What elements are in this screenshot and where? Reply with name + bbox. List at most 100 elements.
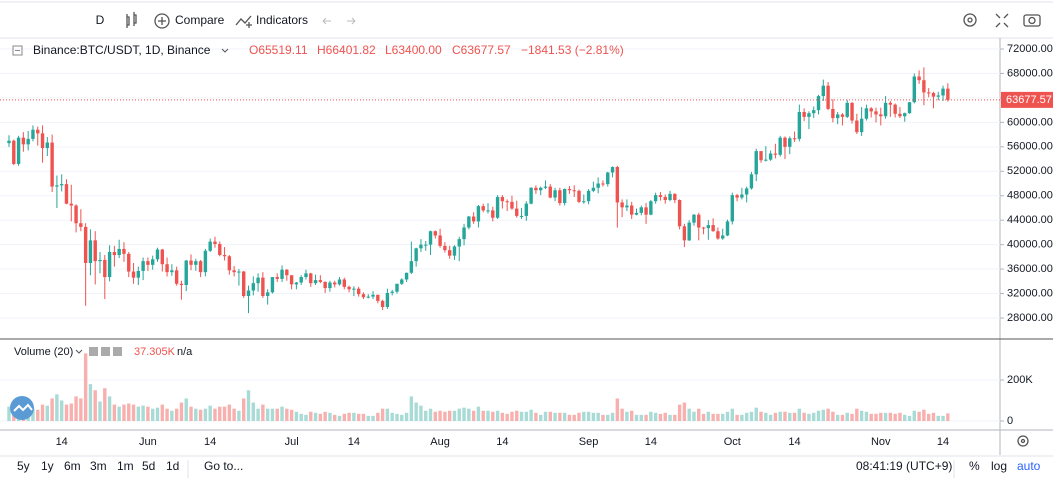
volume-bar (40, 404, 45, 422)
legend-open: O65519.11 (249, 43, 308, 57)
auto-button[interactable]: auto (1017, 459, 1041, 473)
x-tick-label: 14 (56, 436, 68, 448)
undo-redo[interactable] (322, 17, 356, 25)
symbol-label[interactable]: Binance:BTC/USDT, 1D, Binance (33, 43, 211, 57)
volume-bar (93, 390, 97, 422)
compare-button[interactable]: Compare (154, 13, 225, 29)
volume-bar (347, 412, 351, 422)
chart-style-button[interactable] (126, 12, 137, 28)
volume-title[interactable]: Volume (20) (14, 346, 73, 358)
logo[interactable] (10, 396, 34, 420)
volume-bar (64, 404, 69, 422)
volume-bar (558, 412, 562, 422)
range-button[interactable]: 5d (142, 459, 155, 473)
candle-body (859, 118, 864, 133)
volume-bar (7, 406, 11, 422)
candle-body (376, 294, 380, 301)
volume-bar (653, 412, 658, 422)
candle-body (433, 231, 438, 236)
candle-body (218, 244, 222, 256)
volume-controls[interactable] (89, 347, 122, 356)
range-button[interactable]: 5y (17, 459, 30, 473)
volume-bar (812, 412, 816, 422)
volume-bar (515, 410, 519, 422)
candle-body (692, 214, 696, 223)
candle-body (198, 261, 203, 273)
time-axis-settings[interactable] (1017, 435, 1029, 447)
fullscreen-button[interactable] (995, 13, 1009, 28)
volume-bar (194, 408, 198, 422)
range-button[interactable]: 1d (166, 459, 179, 473)
range-button[interactable]: 6m (64, 459, 81, 473)
volume-bar (342, 413, 346, 422)
candle-body (826, 85, 830, 109)
candle-body (845, 102, 849, 117)
volume-bar (481, 410, 485, 422)
volume-bar (433, 411, 438, 422)
range-button[interactable]: 1m (117, 459, 134, 473)
volume-bar (285, 408, 289, 422)
volume-bar (213, 408, 217, 422)
candle-body (318, 280, 323, 282)
volume-chevron (75, 349, 83, 354)
compare-label: Compare (175, 13, 225, 27)
range-button[interactable]: 1y (41, 459, 54, 473)
volume-bar (395, 413, 399, 422)
candle-body (850, 102, 854, 121)
volume-bar (50, 398, 54, 422)
candle-body (179, 283, 184, 285)
volume-bar (601, 414, 605, 422)
y-tick-label: 44000.00 (1007, 214, 1053, 226)
candle-body (744, 188, 749, 195)
candle-body (107, 251, 112, 278)
x-tick-label: 14 (348, 436, 360, 448)
candle-body (807, 113, 811, 117)
volume-bar (711, 413, 715, 422)
collapse-button[interactable] (12, 45, 23, 56)
candle-body (481, 206, 485, 211)
volume-bar (313, 412, 318, 422)
volume-bar (270, 408, 275, 422)
candle-body (151, 259, 155, 265)
volume-bar (69, 403, 73, 422)
volume-bar (376, 412, 380, 422)
volume-bar (730, 408, 734, 422)
x-tick-label: Jun (139, 436, 157, 448)
goto-button[interactable]: Go to... (204, 459, 243, 473)
candle-body (337, 279, 342, 285)
candle-body (668, 193, 672, 201)
candle-body (553, 190, 557, 198)
volume-bar (505, 413, 509, 422)
candle-body (716, 231, 720, 239)
candle-body (213, 241, 217, 245)
screenshot-button[interactable] (1023, 14, 1041, 27)
volume-bar (83, 353, 88, 422)
interval-button[interactable]: D (96, 13, 105, 27)
candle-body (596, 183, 600, 188)
legend-change: −1841.53 (−2.81%) (521, 43, 624, 57)
symbol-chevron (221, 48, 229, 53)
volume-bar (907, 415, 912, 422)
indicators-button[interactable]: Indicators (235, 13, 308, 28)
log-button[interactable]: log (991, 459, 1007, 473)
volume-bar (946, 413, 950, 422)
candle-body (797, 111, 802, 139)
indicators-label: Indicators (256, 13, 308, 27)
volume-bar (788, 412, 792, 422)
volume-bar (673, 414, 677, 422)
candle-body (634, 212, 639, 215)
candle-body (457, 239, 461, 247)
candle-body (740, 194, 744, 198)
volume-bar (438, 410, 442, 422)
candle-body (802, 111, 806, 117)
candle-body (261, 277, 265, 296)
settings-button[interactable] (963, 13, 977, 27)
range-button[interactable]: 3m (90, 459, 107, 473)
volume-bar (361, 413, 366, 422)
volume-bar (380, 408, 385, 422)
volume-bar (802, 412, 806, 422)
candle-body (644, 207, 648, 215)
candle-body (697, 214, 701, 228)
percent-button[interactable]: % (969, 459, 980, 473)
volume-bar (926, 413, 931, 422)
